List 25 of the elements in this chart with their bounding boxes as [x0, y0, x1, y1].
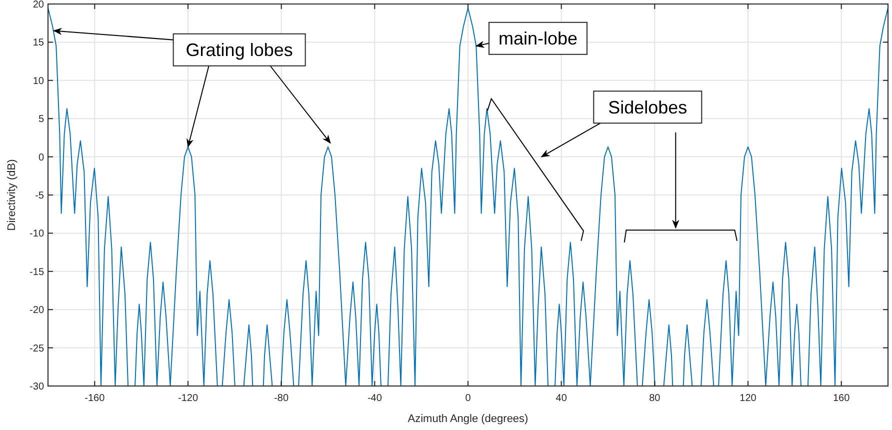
y-tick-label: -30 — [30, 382, 44, 392]
x-tick-label: 0 — [465, 393, 472, 404]
y-tick-label: 20 — [32, 0, 44, 10]
x-tick-label: 120 — [740, 393, 757, 404]
y-tick-label: 10 — [32, 76, 44, 87]
x-axis-title: Azimuth Angle (degrees) — [408, 413, 528, 425]
y-tick-label: 15 — [32, 38, 44, 49]
y-tick-label: 5 — [38, 114, 44, 126]
x-tick-label: 40 — [556, 393, 568, 404]
y-tick-label: -10 — [30, 228, 44, 240]
annotation: Grating lobes — [186, 40, 293, 60]
x-tick-label: -120 — [178, 393, 198, 404]
y-axis-title: Directivity (dB) — [6, 159, 18, 231]
y-tick-label: -5 — [35, 190, 44, 202]
y-tick-label: -15 — [30, 266, 44, 278]
x-tick-label: -160 — [84, 393, 106, 404]
x-tick-label: -40 — [367, 393, 382, 404]
x-tick-label: 80 — [649, 393, 661, 404]
y-tick-label: -20 — [30, 305, 44, 316]
x-tick-label: -80 — [274, 393, 289, 404]
y-tick-label: 0 — [38, 152, 44, 164]
annotation: Sidelobes — [608, 97, 688, 118]
x-tick-label: 160 — [832, 393, 850, 404]
annotation: main-lobe — [498, 28, 578, 49]
y-tick-label: -25 — [30, 343, 44, 354]
